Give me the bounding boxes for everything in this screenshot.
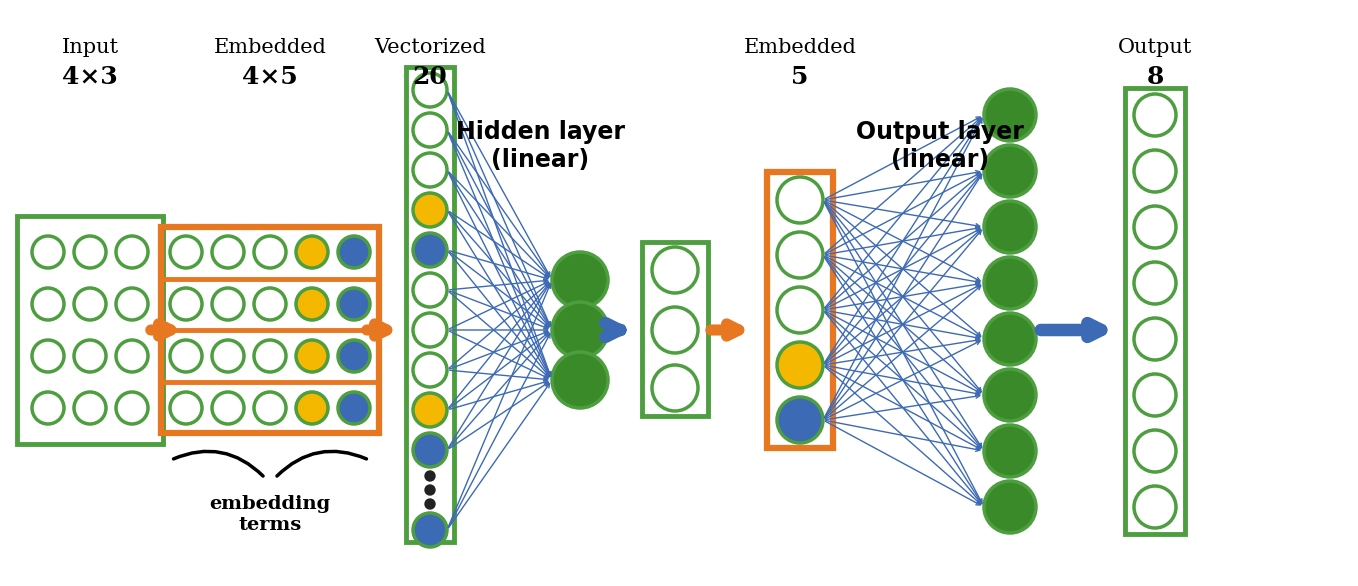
Circle shape xyxy=(1134,374,1176,416)
Circle shape xyxy=(985,201,1036,253)
Circle shape xyxy=(985,89,1036,141)
Circle shape xyxy=(425,499,435,509)
Text: Output: Output xyxy=(1118,38,1192,57)
Circle shape xyxy=(212,288,244,320)
Circle shape xyxy=(170,236,202,268)
Circle shape xyxy=(338,236,369,268)
Circle shape xyxy=(413,393,447,427)
Text: 5: 5 xyxy=(792,65,808,89)
Circle shape xyxy=(338,340,369,372)
Circle shape xyxy=(296,392,329,424)
Bar xyxy=(18,216,163,444)
Bar xyxy=(1124,88,1186,534)
Circle shape xyxy=(115,340,148,372)
Circle shape xyxy=(1134,430,1176,472)
Circle shape xyxy=(413,153,447,187)
Text: 8: 8 xyxy=(1146,65,1164,89)
Text: Hidden layer
(linear): Hidden layer (linear) xyxy=(455,120,625,172)
Circle shape xyxy=(413,233,447,267)
Circle shape xyxy=(212,340,244,372)
Circle shape xyxy=(170,340,202,372)
Circle shape xyxy=(413,273,447,307)
Circle shape xyxy=(652,365,698,411)
Text: 20: 20 xyxy=(413,65,447,89)
Circle shape xyxy=(551,302,608,358)
Text: Vectorized: Vectorized xyxy=(373,38,486,57)
Circle shape xyxy=(413,73,447,107)
Text: 4×5: 4×5 xyxy=(242,65,297,89)
Circle shape xyxy=(170,288,202,320)
Circle shape xyxy=(652,307,698,353)
Circle shape xyxy=(338,288,369,320)
Circle shape xyxy=(777,287,823,333)
Circle shape xyxy=(1134,94,1176,136)
Circle shape xyxy=(413,513,447,547)
Circle shape xyxy=(73,236,106,268)
Circle shape xyxy=(985,145,1036,197)
Circle shape xyxy=(777,342,823,388)
Circle shape xyxy=(115,288,148,320)
Circle shape xyxy=(1134,318,1176,360)
Circle shape xyxy=(33,340,64,372)
Circle shape xyxy=(33,288,64,320)
Circle shape xyxy=(254,288,287,320)
Bar xyxy=(406,67,454,542)
Circle shape xyxy=(33,392,64,424)
Circle shape xyxy=(254,392,287,424)
Circle shape xyxy=(413,113,447,147)
Circle shape xyxy=(413,193,447,227)
Circle shape xyxy=(777,232,823,278)
Circle shape xyxy=(338,392,369,424)
Circle shape xyxy=(985,257,1036,309)
Text: 4×3: 4×3 xyxy=(62,65,118,89)
Circle shape xyxy=(425,471,435,481)
Circle shape xyxy=(1134,206,1176,248)
Circle shape xyxy=(115,236,148,268)
Circle shape xyxy=(985,369,1036,421)
Circle shape xyxy=(33,236,64,268)
Text: Embedded: Embedded xyxy=(744,38,857,57)
Circle shape xyxy=(73,288,106,320)
Bar xyxy=(642,242,708,416)
Circle shape xyxy=(777,177,823,223)
Circle shape xyxy=(425,485,435,495)
Circle shape xyxy=(551,252,608,308)
Circle shape xyxy=(73,392,106,424)
Text: Output layer
(linear): Output layer (linear) xyxy=(856,120,1024,172)
Circle shape xyxy=(170,392,202,424)
Circle shape xyxy=(985,481,1036,533)
Circle shape xyxy=(296,288,329,320)
Circle shape xyxy=(1134,486,1176,528)
Circle shape xyxy=(212,392,244,424)
Circle shape xyxy=(551,352,608,408)
Circle shape xyxy=(652,247,698,293)
Circle shape xyxy=(296,236,329,268)
Circle shape xyxy=(413,313,447,347)
Circle shape xyxy=(985,425,1036,477)
Circle shape xyxy=(296,340,329,372)
Bar xyxy=(767,172,832,448)
Circle shape xyxy=(413,353,447,387)
Text: Input: Input xyxy=(61,38,118,57)
Circle shape xyxy=(1134,262,1176,304)
Text: embedding
terms: embedding terms xyxy=(209,495,330,534)
Circle shape xyxy=(115,392,148,424)
Circle shape xyxy=(254,236,287,268)
Bar xyxy=(162,227,379,433)
Circle shape xyxy=(73,340,106,372)
Text: Embedded: Embedded xyxy=(213,38,326,57)
Circle shape xyxy=(985,313,1036,365)
Circle shape xyxy=(413,433,447,467)
Circle shape xyxy=(1134,150,1176,192)
Circle shape xyxy=(254,340,287,372)
Circle shape xyxy=(777,397,823,443)
Circle shape xyxy=(212,236,244,268)
